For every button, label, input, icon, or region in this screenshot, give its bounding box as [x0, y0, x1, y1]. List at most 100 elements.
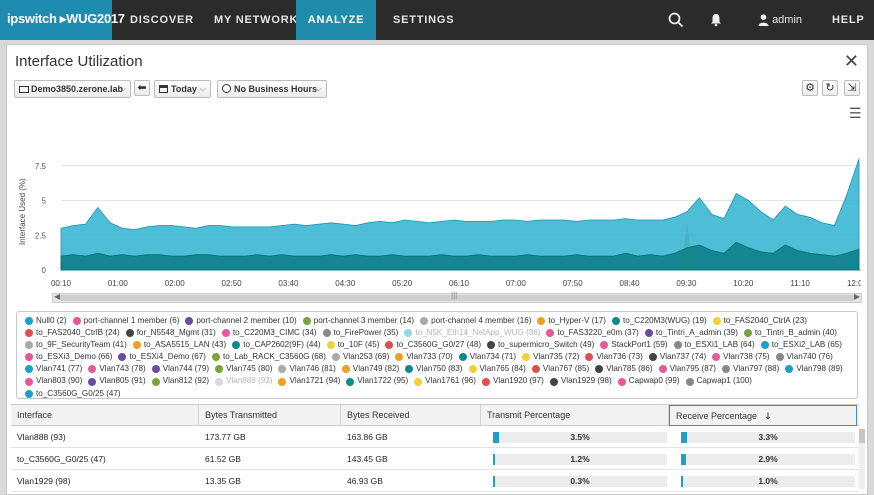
legend-item[interactable]: Vlan733 (70) — [395, 351, 453, 363]
legend-item[interactable]: Vlan253 (69) — [332, 351, 389, 363]
table-row[interactable]: Vlan888 (93) 173.77 GB 163.86 GB 3.5% 3.3% — [11, 426, 859, 448]
percentage-fill — [493, 432, 499, 443]
legend-item[interactable]: Vlan812 (92) — [151, 375, 209, 387]
legend-item[interactable]: Vlan888 (93) — [215, 375, 272, 387]
legend-item[interactable]: port-channel 3 member (14) — [302, 315, 414, 327]
device-select[interactable]: Demo3850.zerone.lab ⌵ — [14, 80, 131, 98]
legend-item[interactable]: StackPort1 (59) — [600, 339, 668, 351]
legend-item[interactable]: Vlan805 (91) — [88, 375, 146, 387]
legend-item[interactable]: Vlan1761 (96) — [414, 375, 476, 387]
legend-item[interactable]: to_Lab_RACK_C3560G (68) — [211, 351, 326, 363]
close-icon[interactable]: ✕ — [843, 51, 859, 71]
legend-item[interactable]: to_ESXi2_LAB (65) — [760, 339, 842, 351]
legend-item[interactable]: Vlan1929 (98) — [549, 375, 612, 387]
header-receive-percentage[interactable]: Receive Percentage 🡓 — [669, 405, 857, 426]
legend-item[interactable]: Vlan743 (78) — [88, 363, 146, 375]
legend-item[interactable]: Vlan1722 (95) — [346, 375, 408, 387]
legend-item[interactable]: Vlan1920 (97) — [482, 375, 544, 387]
legend-item[interactable]: to_Hyper-V (17) — [537, 315, 606, 327]
legend-item[interactable]: to_FAS2040_CtrlA (23) — [712, 315, 807, 327]
legend-item[interactable]: to_ESXi3_Demo (66) — [25, 351, 112, 363]
legend-item[interactable]: Vlan746 (81) — [278, 363, 336, 375]
legend-item[interactable]: to_C220M3(WUG) (19) — [611, 315, 707, 327]
legend-item[interactable]: to_ESXi1_LAB (64) — [673, 339, 755, 351]
legend-item[interactable]: Vlan740 (76) — [775, 351, 833, 363]
header-bytes-received[interactable]: Bytes Received — [341, 405, 481, 426]
legend-item[interactable]: Vlan803 (90) — [25, 375, 82, 387]
legend-item[interactable]: Null0 (2) — [25, 315, 67, 327]
legend-item[interactable]: to_C220M3_CIMC (34) — [221, 327, 317, 339]
legend-item[interactable]: Vlan785 (86) — [595, 363, 653, 375]
legend-item[interactable]: Vlan767 (85) — [531, 363, 589, 375]
chart-horizontal-scrollbar[interactable]: ◀ ||| ▶ — [52, 291, 862, 303]
bell-icon[interactable] — [710, 0, 722, 40]
legend-item[interactable]: Capwap0 (99) — [617, 375, 680, 387]
legend-swatch — [332, 353, 341, 362]
legend-item[interactable]: for_N5548_Mgmt (31) — [125, 327, 216, 339]
gear-icon[interactable]: ⚙ — [802, 80, 818, 96]
nav-discover[interactable]: DISCOVER — [130, 14, 194, 26]
table-row[interactable]: Vlan1929 (98) 13.35 GB 46.93 GB 0.3% 1.0% — [11, 470, 859, 492]
header-interface[interactable]: Interface — [11, 405, 199, 426]
legend-item[interactable]: Vlan749 (82) — [341, 363, 399, 375]
date-range-select[interactable]: Today ⌵ — [154, 80, 211, 98]
chart-menu-icon[interactable]: ☰ — [849, 105, 862, 121]
legend-label: Vlan798 (89) — [796, 364, 843, 374]
nav-analyze[interactable]: ANALYZE — [296, 0, 376, 40]
legend-item[interactable]: port-channel 2 member (10) — [185, 315, 297, 327]
user-menu[interactable]: admin — [758, 0, 802, 40]
legend-item[interactable]: to_FAS2040_CtrlB (24) — [25, 327, 120, 339]
header-transmit-percentage[interactable]: Transmit Percentage — [481, 405, 669, 426]
legend-item[interactable]: to_9F_SecurityTeam (41) — [25, 339, 127, 351]
legend-item[interactable]: port-channel 1 member (6) — [72, 315, 179, 327]
legend-item[interactable]: Vlan1721 (94) — [278, 375, 340, 387]
help-link[interactable]: HELP — [832, 14, 865, 26]
scroll-thumb[interactable] — [61, 295, 853, 301]
scroll-left-icon[interactable]: ◀ — [54, 292, 61, 301]
legend-item[interactable]: to_FAS3220_e0m (37) — [546, 327, 639, 339]
legend-item[interactable]: to_FirePower (35) — [322, 327, 398, 339]
legend-item[interactable]: to_C3560G_G0/25 (47) — [25, 388, 121, 400]
legend-item[interactable]: Vlan765 (84) — [468, 363, 526, 375]
legend-label: to_ESXi4_Demo (67) — [129, 352, 206, 362]
table-scroll-thumb[interactable] — [859, 429, 865, 443]
legend-item[interactable]: to_CAP2602(9F) (44) — [232, 339, 321, 351]
legend-item[interactable]: to_10F (45) — [326, 339, 379, 351]
legend-item[interactable]: Vlan798 (89) — [785, 363, 843, 375]
series-area-2[interactable] — [60, 241, 860, 271]
legend-item[interactable]: Vlan735 (72) — [522, 351, 579, 363]
scroll-right-icon[interactable]: ▶ — [853, 292, 860, 301]
legend-item[interactable]: Vlan795 (87) — [658, 363, 716, 375]
legend-item[interactable]: to_C3560G_G0/27 (48) — [385, 339, 481, 351]
business-hours-select[interactable]: No Business Hours ⌵ — [217, 80, 327, 98]
header-bytes-transmitted[interactable]: Bytes Transmitted — [199, 405, 341, 426]
nav-my-network[interactable]: MY NETWORK — [214, 14, 299, 26]
legend-item[interactable]: Vlan741 (77) — [25, 363, 82, 375]
refresh-icon[interactable]: ↻ — [822, 80, 838, 96]
legend-item[interactable]: to_ESXi4_Demo (67) — [118, 351, 206, 363]
series-area-1[interactable] — [60, 158, 860, 271]
legend-item[interactable]: Capwap1 (100) — [685, 375, 752, 387]
legend-item[interactable]: Vlan744 (79) — [151, 363, 209, 375]
legend-item[interactable]: Vlan797 (88) — [721, 363, 779, 375]
legend-item[interactable]: Vlan734 (71) — [458, 351, 516, 363]
legend-item[interactable]: to_N5K_Eth14_NetApp_WUG (36) — [404, 327, 540, 339]
legend-item[interactable]: Vlan745 (80) — [215, 363, 272, 375]
legend-item[interactable]: Vlan738 (75) — [712, 351, 770, 363]
legend-item[interactable]: Vlan750 (83) — [405, 363, 463, 375]
table-vertical-scrollbar[interactable] — [859, 429, 865, 489]
legend-item[interactable]: to_Tintri_B_admin (40) — [743, 327, 837, 339]
legend-item[interactable]: Vlan737 (74) — [648, 351, 706, 363]
legend-item[interactable]: to_Tintri_A_admin (39) — [644, 327, 738, 339]
legend-item[interactable]: to_ASA5515_LAN (43) — [132, 339, 226, 351]
legend-item[interactable]: to_supermicro_Switch (49) — [487, 339, 594, 351]
ipswitch-logo[interactable]: ipswitch ▸WUG2017 — [0, 0, 125, 40]
export-icon[interactable]: ⇲ — [844, 80, 860, 96]
search-icon[interactable] — [668, 0, 684, 40]
legend-item[interactable]: Vlan736 (73) — [585, 351, 643, 363]
nav-settings[interactable]: SETTINGS — [393, 14, 455, 26]
legend-item[interactable]: port-channel 4 member (16) — [420, 315, 531, 327]
logo-text: ipswitch ▸WUG2017 — [7, 11, 125, 26]
table-row[interactable]: to_C3560G_G0/25 (47) 61.52 GB 143.45 GB 1.2… — [11, 448, 859, 470]
back-arrow-icon[interactable]: ⬅ — [134, 80, 150, 96]
